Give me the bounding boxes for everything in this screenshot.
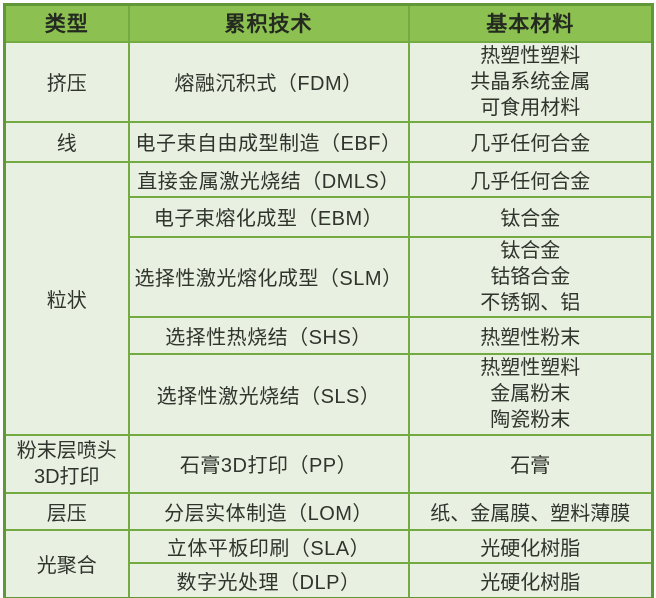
table-row-ebf: 线 电子束自由成型制造（EBF） 几乎任何合金 <box>3 120 654 163</box>
material-cell-sla: 光硬化树脂 <box>407 528 654 564</box>
table-row-sls: 选择性激光烧结（SLS） 热塑性塑料 金属粉末 陶瓷粉末 <box>5 352 654 436</box>
material-line: 钴铬合金 <box>490 265 571 288</box>
tech-cell-sla: 立体平板印刷（SLA） <box>127 528 410 564</box>
header-cell-material: 基本材料 <box>407 3 654 43</box>
tech-cell-shs: 选择性热烧结（SHS） <box>127 315 410 355</box>
type-cell-powder-jet: 粉末层喷头 3D打印 <box>3 433 130 494</box>
material-line: 热塑性塑料 <box>480 357 581 379</box>
table-row-dlp: 数字光处理（DLP） 光硬化树脂 <box>5 561 654 598</box>
tech-cell-dmls: 直接金属激光烧结（DMLS） <box>127 160 410 198</box>
material-line: 共晶系统金属 <box>470 70 591 93</box>
tech-cell-dlp: 数字光处理（DLP） <box>127 561 410 598</box>
material-line: 钛合金 <box>500 239 561 262</box>
material-line: 不锈钢、铝 <box>480 291 581 314</box>
printing-technology-table: 类型 累积技术 基本材料 挤压 熔融沉积式（FDM） 热塑性塑料 共晶系统金属 … <box>3 3 654 598</box>
tech-cell-slm: 选择性激光熔化成型（SLM） <box>127 235 410 318</box>
material-cell-pp: 石膏 <box>407 433 654 494</box>
tech-cell-ebf: 电子束自由成型制造（EBF） <box>127 120 410 163</box>
material-cell-shs: 热塑性粉末 <box>407 315 654 355</box>
material-cell-slm: 钛合金 钴铬合金 不锈钢、铝 <box>407 235 654 318</box>
material-cell-fdm: 热塑性塑料 共晶系统金属 可食用材料 <box>407 40 654 123</box>
type-line: 3D打印 <box>33 465 100 488</box>
material-cell-ebm: 钛合金 <box>407 195 654 238</box>
header-cell-type: 类型 <box>3 3 130 43</box>
tech-cell-sls: 选择性激光烧结（SLS） <box>127 352 410 436</box>
tech-cell-fdm: 熔融沉积式（FDM） <box>127 40 410 123</box>
material-cell-dmls: 几乎任何合金 <box>407 160 654 198</box>
table-row-sla: 光聚合 立体平板印刷（SLA） 光硬化树脂 <box>3 528 654 598</box>
table-row-dmls: 粒状 直接金属激光烧结（DMLS） 几乎任何合金 <box>3 160 654 436</box>
tech-cell-lom: 分层实体制造（LOM） <box>127 491 410 531</box>
type-cell-granular: 粒状 <box>3 160 130 436</box>
material-line: 陶瓷粉末 <box>490 409 571 431</box>
type-cell-laminated: 层压 <box>3 491 130 531</box>
table-row-shs: 选择性热烧结（SHS） 热塑性粉末 <box>5 315 654 355</box>
type-cell-photopolymer: 光聚合 <box>3 528 130 598</box>
header-cell-technology: 累积技术 <box>127 3 410 43</box>
material-cell-sls: 热塑性塑料 金属粉末 陶瓷粉末 <box>407 352 654 436</box>
tech-cell-ebm: 电子束熔化成型（EBM） <box>127 195 410 238</box>
type-line: 粉末层喷头 <box>16 439 117 462</box>
material-cell-lom: 纸、金属膜、塑料薄膜 <box>407 491 654 531</box>
material-cell-ebf: 几乎任何合金 <box>407 120 654 163</box>
table-row-fdm: 挤压 熔融沉积式（FDM） 热塑性塑料 共晶系统金属 可食用材料 <box>3 40 654 123</box>
tech-cell-pp: 石膏3D打印（PP） <box>127 433 410 494</box>
material-line: 可食用材料 <box>480 96 581 119</box>
header-row: 类型 累积技术 基本材料 <box>3 3 654 43</box>
material-cell-dlp: 光硬化树脂 <box>407 561 654 598</box>
material-line: 热塑性塑料 <box>480 44 581 67</box>
type-cell-extrusion: 挤压 <box>3 40 130 123</box>
table-row-ebm: 电子束熔化成型（EBM） 钛合金 <box>5 195 654 238</box>
type-cell-wire: 线 <box>3 120 130 163</box>
table-row-pp: 粉末层喷头 3D打印 石膏3D打印（PP） 石膏 <box>3 433 654 494</box>
table-row-lom: 层压 分层实体制造（LOM） 纸、金属膜、塑料薄膜 <box>3 491 654 531</box>
material-line: 金属粉末 <box>490 383 571 405</box>
table-row-slm: 选择性激光熔化成型（SLM） 钛合金 钴铬合金 不锈钢、铝 <box>5 235 654 318</box>
